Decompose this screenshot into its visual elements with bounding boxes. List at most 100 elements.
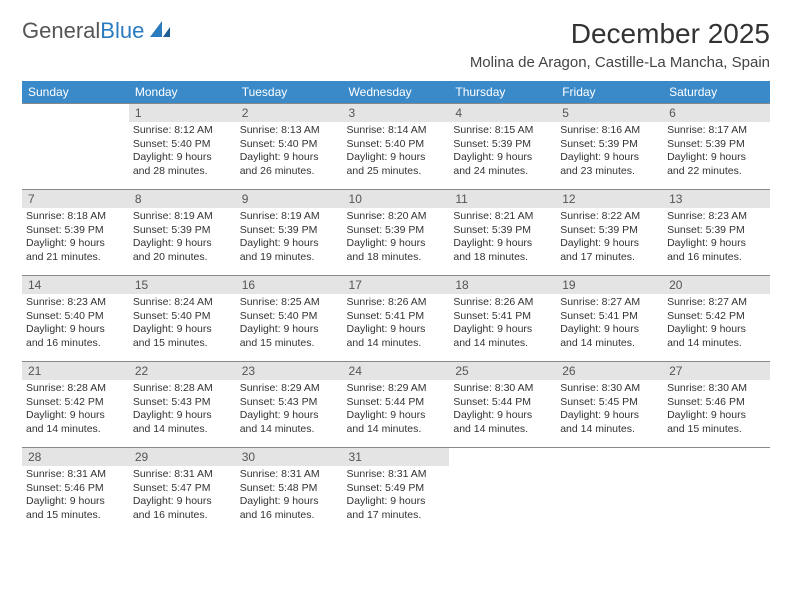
day-details: Sunrise: 8:12 AMSunset: 5:40 PMDaylight:… [129, 122, 236, 183]
day-details: Sunrise: 8:15 AMSunset: 5:39 PMDaylight:… [449, 122, 556, 183]
calendar-day-cell: 12Sunrise: 8:22 AMSunset: 5:39 PMDayligh… [556, 190, 663, 276]
day-number: 16 [236, 276, 343, 294]
day-details: Sunrise: 8:25 AMSunset: 5:40 PMDaylight:… [236, 294, 343, 355]
logo-sail-icon [148, 19, 172, 44]
calendar-day-cell: 4Sunrise: 8:15 AMSunset: 5:39 PMDaylight… [449, 104, 556, 190]
day-details: Sunrise: 8:31 AMSunset: 5:47 PMDaylight:… [129, 466, 236, 527]
day-header: Monday [129, 81, 236, 104]
day-number: 25 [449, 362, 556, 380]
day-number: 8 [129, 190, 236, 208]
month-year-title: December 2025 [470, 18, 770, 50]
calendar-day-cell: 6Sunrise: 8:17 AMSunset: 5:39 PMDaylight… [663, 104, 770, 190]
day-details: Sunrise: 8:13 AMSunset: 5:40 PMDaylight:… [236, 122, 343, 183]
day-number: 12 [556, 190, 663, 208]
day-number: 22 [129, 362, 236, 380]
day-number: 21 [22, 362, 129, 380]
calendar-day-cell: 24Sunrise: 8:29 AMSunset: 5:44 PMDayligh… [343, 362, 450, 448]
day-details: Sunrise: 8:31 AMSunset: 5:49 PMDaylight:… [343, 466, 450, 527]
calendar-head: SundayMondayTuesdayWednesdayThursdayFrid… [22, 81, 770, 104]
calendar-day-cell: 11Sunrise: 8:21 AMSunset: 5:39 PMDayligh… [449, 190, 556, 276]
day-number: 28 [22, 448, 129, 466]
day-details: Sunrise: 8:29 AMSunset: 5:44 PMDaylight:… [343, 380, 450, 441]
day-number: 31 [343, 448, 450, 466]
day-header: Sunday [22, 81, 129, 104]
calendar-day-cell: 26Sunrise: 8:30 AMSunset: 5:45 PMDayligh… [556, 362, 663, 448]
calendar-day-cell: 22Sunrise: 8:28 AMSunset: 5:43 PMDayligh… [129, 362, 236, 448]
day-number: 17 [343, 276, 450, 294]
calendar-day-cell: 10Sunrise: 8:20 AMSunset: 5:39 PMDayligh… [343, 190, 450, 276]
day-details: Sunrise: 8:17 AMSunset: 5:39 PMDaylight:… [663, 122, 770, 183]
day-details: Sunrise: 8:23 AMSunset: 5:40 PMDaylight:… [22, 294, 129, 355]
day-number: 11 [449, 190, 556, 208]
calendar-day-cell: 27Sunrise: 8:30 AMSunset: 5:46 PMDayligh… [663, 362, 770, 448]
day-number: 13 [663, 190, 770, 208]
calendar-table: SundayMondayTuesdayWednesdayThursdayFrid… [22, 81, 770, 534]
day-details: Sunrise: 8:27 AMSunset: 5:41 PMDaylight:… [556, 294, 663, 355]
calendar-day-cell: 2Sunrise: 8:13 AMSunset: 5:40 PMDaylight… [236, 104, 343, 190]
day-details: Sunrise: 8:28 AMSunset: 5:42 PMDaylight:… [22, 380, 129, 441]
calendar-day-cell: 3Sunrise: 8:14 AMSunset: 5:40 PMDaylight… [343, 104, 450, 190]
day-number: 15 [129, 276, 236, 294]
day-number: 7 [22, 190, 129, 208]
calendar-day-cell: 1Sunrise: 8:12 AMSunset: 5:40 PMDaylight… [129, 104, 236, 190]
day-number: 29 [129, 448, 236, 466]
calendar-day-cell [449, 448, 556, 534]
calendar-day-cell: 23Sunrise: 8:29 AMSunset: 5:43 PMDayligh… [236, 362, 343, 448]
day-number: 10 [343, 190, 450, 208]
calendar-day-cell: 21Sunrise: 8:28 AMSunset: 5:42 PMDayligh… [22, 362, 129, 448]
logo: GeneralBlue [22, 18, 172, 44]
day-number: 27 [663, 362, 770, 380]
day-number: 30 [236, 448, 343, 466]
calendar-day-cell: 8Sunrise: 8:19 AMSunset: 5:39 PMDaylight… [129, 190, 236, 276]
day-number: 5 [556, 104, 663, 122]
calendar-week-row: 21Sunrise: 8:28 AMSunset: 5:42 PMDayligh… [22, 362, 770, 448]
day-details: Sunrise: 8:28 AMSunset: 5:43 PMDaylight:… [129, 380, 236, 441]
day-details: Sunrise: 8:31 AMSunset: 5:46 PMDaylight:… [22, 466, 129, 527]
calendar-week-row: 28Sunrise: 8:31 AMSunset: 5:46 PMDayligh… [22, 448, 770, 534]
calendar-day-cell [22, 104, 129, 190]
day-header: Thursday [449, 81, 556, 104]
logo-blue: Blue [100, 18, 144, 43]
day-number: 4 [449, 104, 556, 122]
calendar-week-row: 1Sunrise: 8:12 AMSunset: 5:40 PMDaylight… [22, 104, 770, 190]
calendar-day-cell: 7Sunrise: 8:18 AMSunset: 5:39 PMDaylight… [22, 190, 129, 276]
calendar-day-cell: 15Sunrise: 8:24 AMSunset: 5:40 PMDayligh… [129, 276, 236, 362]
day-details: Sunrise: 8:30 AMSunset: 5:46 PMDaylight:… [663, 380, 770, 441]
day-header: Tuesday [236, 81, 343, 104]
day-details: Sunrise: 8:26 AMSunset: 5:41 PMDaylight:… [449, 294, 556, 355]
day-details: Sunrise: 8:24 AMSunset: 5:40 PMDaylight:… [129, 294, 236, 355]
day-details: Sunrise: 8:22 AMSunset: 5:39 PMDaylight:… [556, 208, 663, 269]
calendar-day-cell [556, 448, 663, 534]
day-header: Friday [556, 81, 663, 104]
day-number: 24 [343, 362, 450, 380]
day-details: Sunrise: 8:27 AMSunset: 5:42 PMDaylight:… [663, 294, 770, 355]
day-details: Sunrise: 8:16 AMSunset: 5:39 PMDaylight:… [556, 122, 663, 183]
calendar-day-cell: 13Sunrise: 8:23 AMSunset: 5:39 PMDayligh… [663, 190, 770, 276]
calendar-day-cell: 5Sunrise: 8:16 AMSunset: 5:39 PMDaylight… [556, 104, 663, 190]
day-number: 3 [343, 104, 450, 122]
calendar-day-cell: 31Sunrise: 8:31 AMSunset: 5:49 PMDayligh… [343, 448, 450, 534]
day-number: 9 [236, 190, 343, 208]
calendar-day-cell: 25Sunrise: 8:30 AMSunset: 5:44 PMDayligh… [449, 362, 556, 448]
day-details: Sunrise: 8:19 AMSunset: 5:39 PMDaylight:… [236, 208, 343, 269]
day-number: 14 [22, 276, 129, 294]
header: GeneralBlue December 2025 Molina de Arag… [22, 18, 770, 71]
day-details: Sunrise: 8:31 AMSunset: 5:48 PMDaylight:… [236, 466, 343, 527]
calendar-day-cell: 16Sunrise: 8:25 AMSunset: 5:40 PMDayligh… [236, 276, 343, 362]
day-details: Sunrise: 8:20 AMSunset: 5:39 PMDaylight:… [343, 208, 450, 269]
day-details: Sunrise: 8:29 AMSunset: 5:43 PMDaylight:… [236, 380, 343, 441]
day-header: Saturday [663, 81, 770, 104]
day-details: Sunrise: 8:30 AMSunset: 5:45 PMDaylight:… [556, 380, 663, 441]
day-details: Sunrise: 8:26 AMSunset: 5:41 PMDaylight:… [343, 294, 450, 355]
calendar-day-cell: 29Sunrise: 8:31 AMSunset: 5:47 PMDayligh… [129, 448, 236, 534]
day-number: 23 [236, 362, 343, 380]
day-number: 18 [449, 276, 556, 294]
day-number: 2 [236, 104, 343, 122]
logo-gray: General [22, 18, 100, 43]
day-number: 19 [556, 276, 663, 294]
calendar-day-cell: 14Sunrise: 8:23 AMSunset: 5:40 PMDayligh… [22, 276, 129, 362]
calendar-day-cell: 30Sunrise: 8:31 AMSunset: 5:48 PMDayligh… [236, 448, 343, 534]
calendar-day-cell: 20Sunrise: 8:27 AMSunset: 5:42 PMDayligh… [663, 276, 770, 362]
day-number: 26 [556, 362, 663, 380]
day-details: Sunrise: 8:18 AMSunset: 5:39 PMDaylight:… [22, 208, 129, 269]
